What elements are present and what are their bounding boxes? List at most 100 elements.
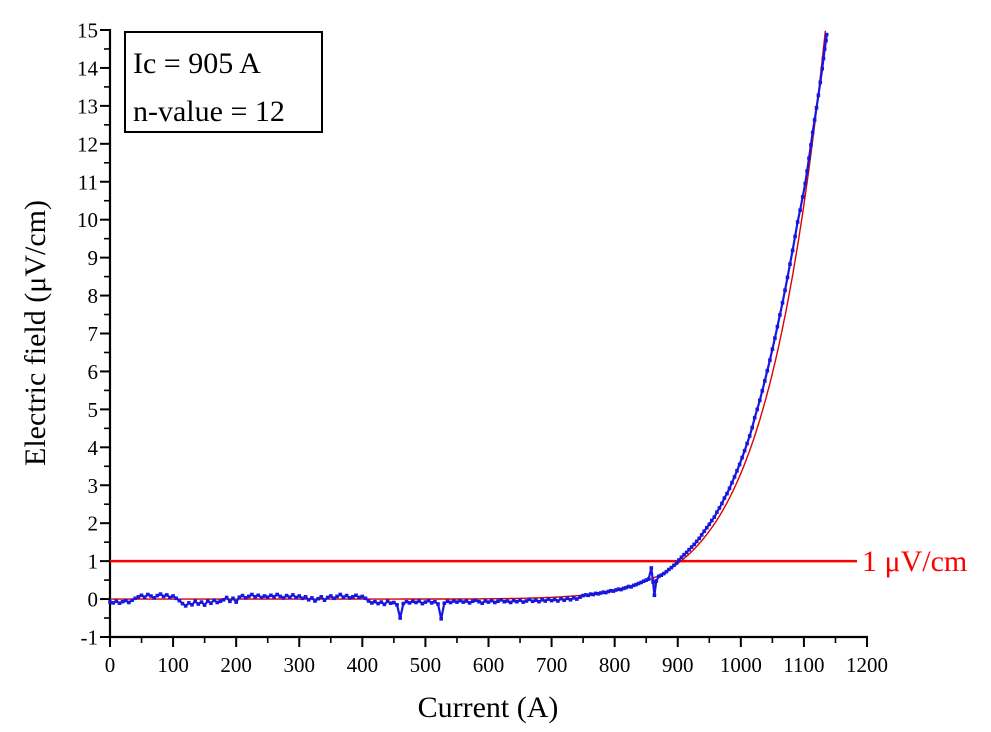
data-point-marker [247,594,251,599]
data-series-markers [108,32,829,621]
data-point-marker [785,275,790,280]
data-point-marker [702,529,706,533]
data-point-marker [404,599,409,604]
data-point-marker [124,598,128,603]
data-point-marker [269,593,273,598]
data-point-marker [202,603,207,607]
data-point-marker [363,596,368,601]
data-point-marker [814,106,819,110]
data-point-marker [783,288,787,293]
data-point-marker [667,567,671,572]
data-point-marker [297,594,301,598]
data-point-marker [717,506,722,510]
data-point-marker [470,599,475,604]
data-point-marker [180,601,185,606]
data-point-marker [524,599,529,603]
data-point-marker [747,434,752,438]
data-point-marker [133,596,137,601]
x-tick-label: 600 [473,653,505,677]
data-point-marker [672,563,676,568]
data-point-marker [174,596,178,601]
data-point-marker [288,595,292,599]
data-point-marker [537,599,541,604]
data-point-marker [641,579,646,583]
data-point-marker [439,617,443,621]
data-point-marker [543,599,548,603]
data-point-marker [805,169,809,173]
data-point-marker [493,600,497,605]
data-point-marker [275,592,279,597]
data-point-marker [505,599,510,603]
data-point-marker [187,601,191,605]
data-point-marker [768,358,772,362]
data-point-marker [325,595,330,600]
data-point-marker [654,579,659,583]
data-point-marker [788,262,792,266]
data-point-marker [243,596,248,600]
data-point-marker [392,600,396,605]
data-point-marker [474,598,478,602]
data-point-marker [250,592,254,597]
x-tick-label: 900 [662,653,694,677]
data-point-marker [730,480,734,485]
data-point-marker [699,533,704,537]
y-tick-label: 0 [88,588,99,612]
data-point-marker [183,604,188,608]
data-point-marker [281,596,286,600]
data-point-marker [760,389,765,393]
data-point-marker [388,601,393,605]
data-point-marker [562,598,566,602]
x-tick-label: 300 [284,653,316,677]
data-point-marker [436,602,440,606]
data-point-marker [775,324,780,329]
data-point-marker [467,601,472,605]
y-tick-label: 10 [77,208,98,232]
data-point-marker [152,596,156,600]
data-point-marker [727,486,732,491]
data-point-marker [284,593,289,598]
data-point-marker [790,248,795,253]
data-point-marker [614,588,618,592]
data-point-marker [601,590,606,594]
data-point-marker [508,600,513,605]
data-point-marker [130,598,134,602]
data-point-marker [588,592,593,596]
data-point-marker [168,595,172,600]
data-point-marker [224,595,229,600]
data-point-marker [177,598,182,603]
data-point-marker [429,601,434,605]
data-point-marker [433,599,437,604]
data-point-marker [674,561,679,565]
data-point-marker [735,469,739,473]
data-point-marker [596,592,601,596]
data-point-marker [581,593,585,598]
data-point-marker [253,595,257,599]
y-tick-label: 14 [77,56,99,80]
data-point-marker [221,598,226,602]
data-point-marker [778,313,782,317]
data-point-marker [117,601,122,605]
data-point-marker [820,66,824,71]
data-point-marker [452,599,456,603]
data-point-marker [679,555,684,560]
data-point-marker [606,589,611,594]
y-tick-label: 9 [88,246,99,270]
data-point-marker [629,585,633,589]
data-point-marker [212,598,216,602]
data-point-marker [165,593,169,597]
data-point-marker [818,80,823,85]
data-point-marker [294,595,298,600]
data-point-marker [489,598,494,603]
fit-ic-text: Ic = 905 A [133,47,261,80]
data-point-marker [593,591,598,596]
data-point-marker [344,593,349,598]
data-point-marker [609,588,613,593]
data-point-marker [809,143,813,147]
y-tick-label: 1 [88,550,99,574]
data-point-marker [158,592,163,596]
y-tick-label: 13 [77,94,98,118]
data-point-marker [310,596,314,600]
data-point-marker [139,593,144,598]
data-point-marker [338,592,343,597]
